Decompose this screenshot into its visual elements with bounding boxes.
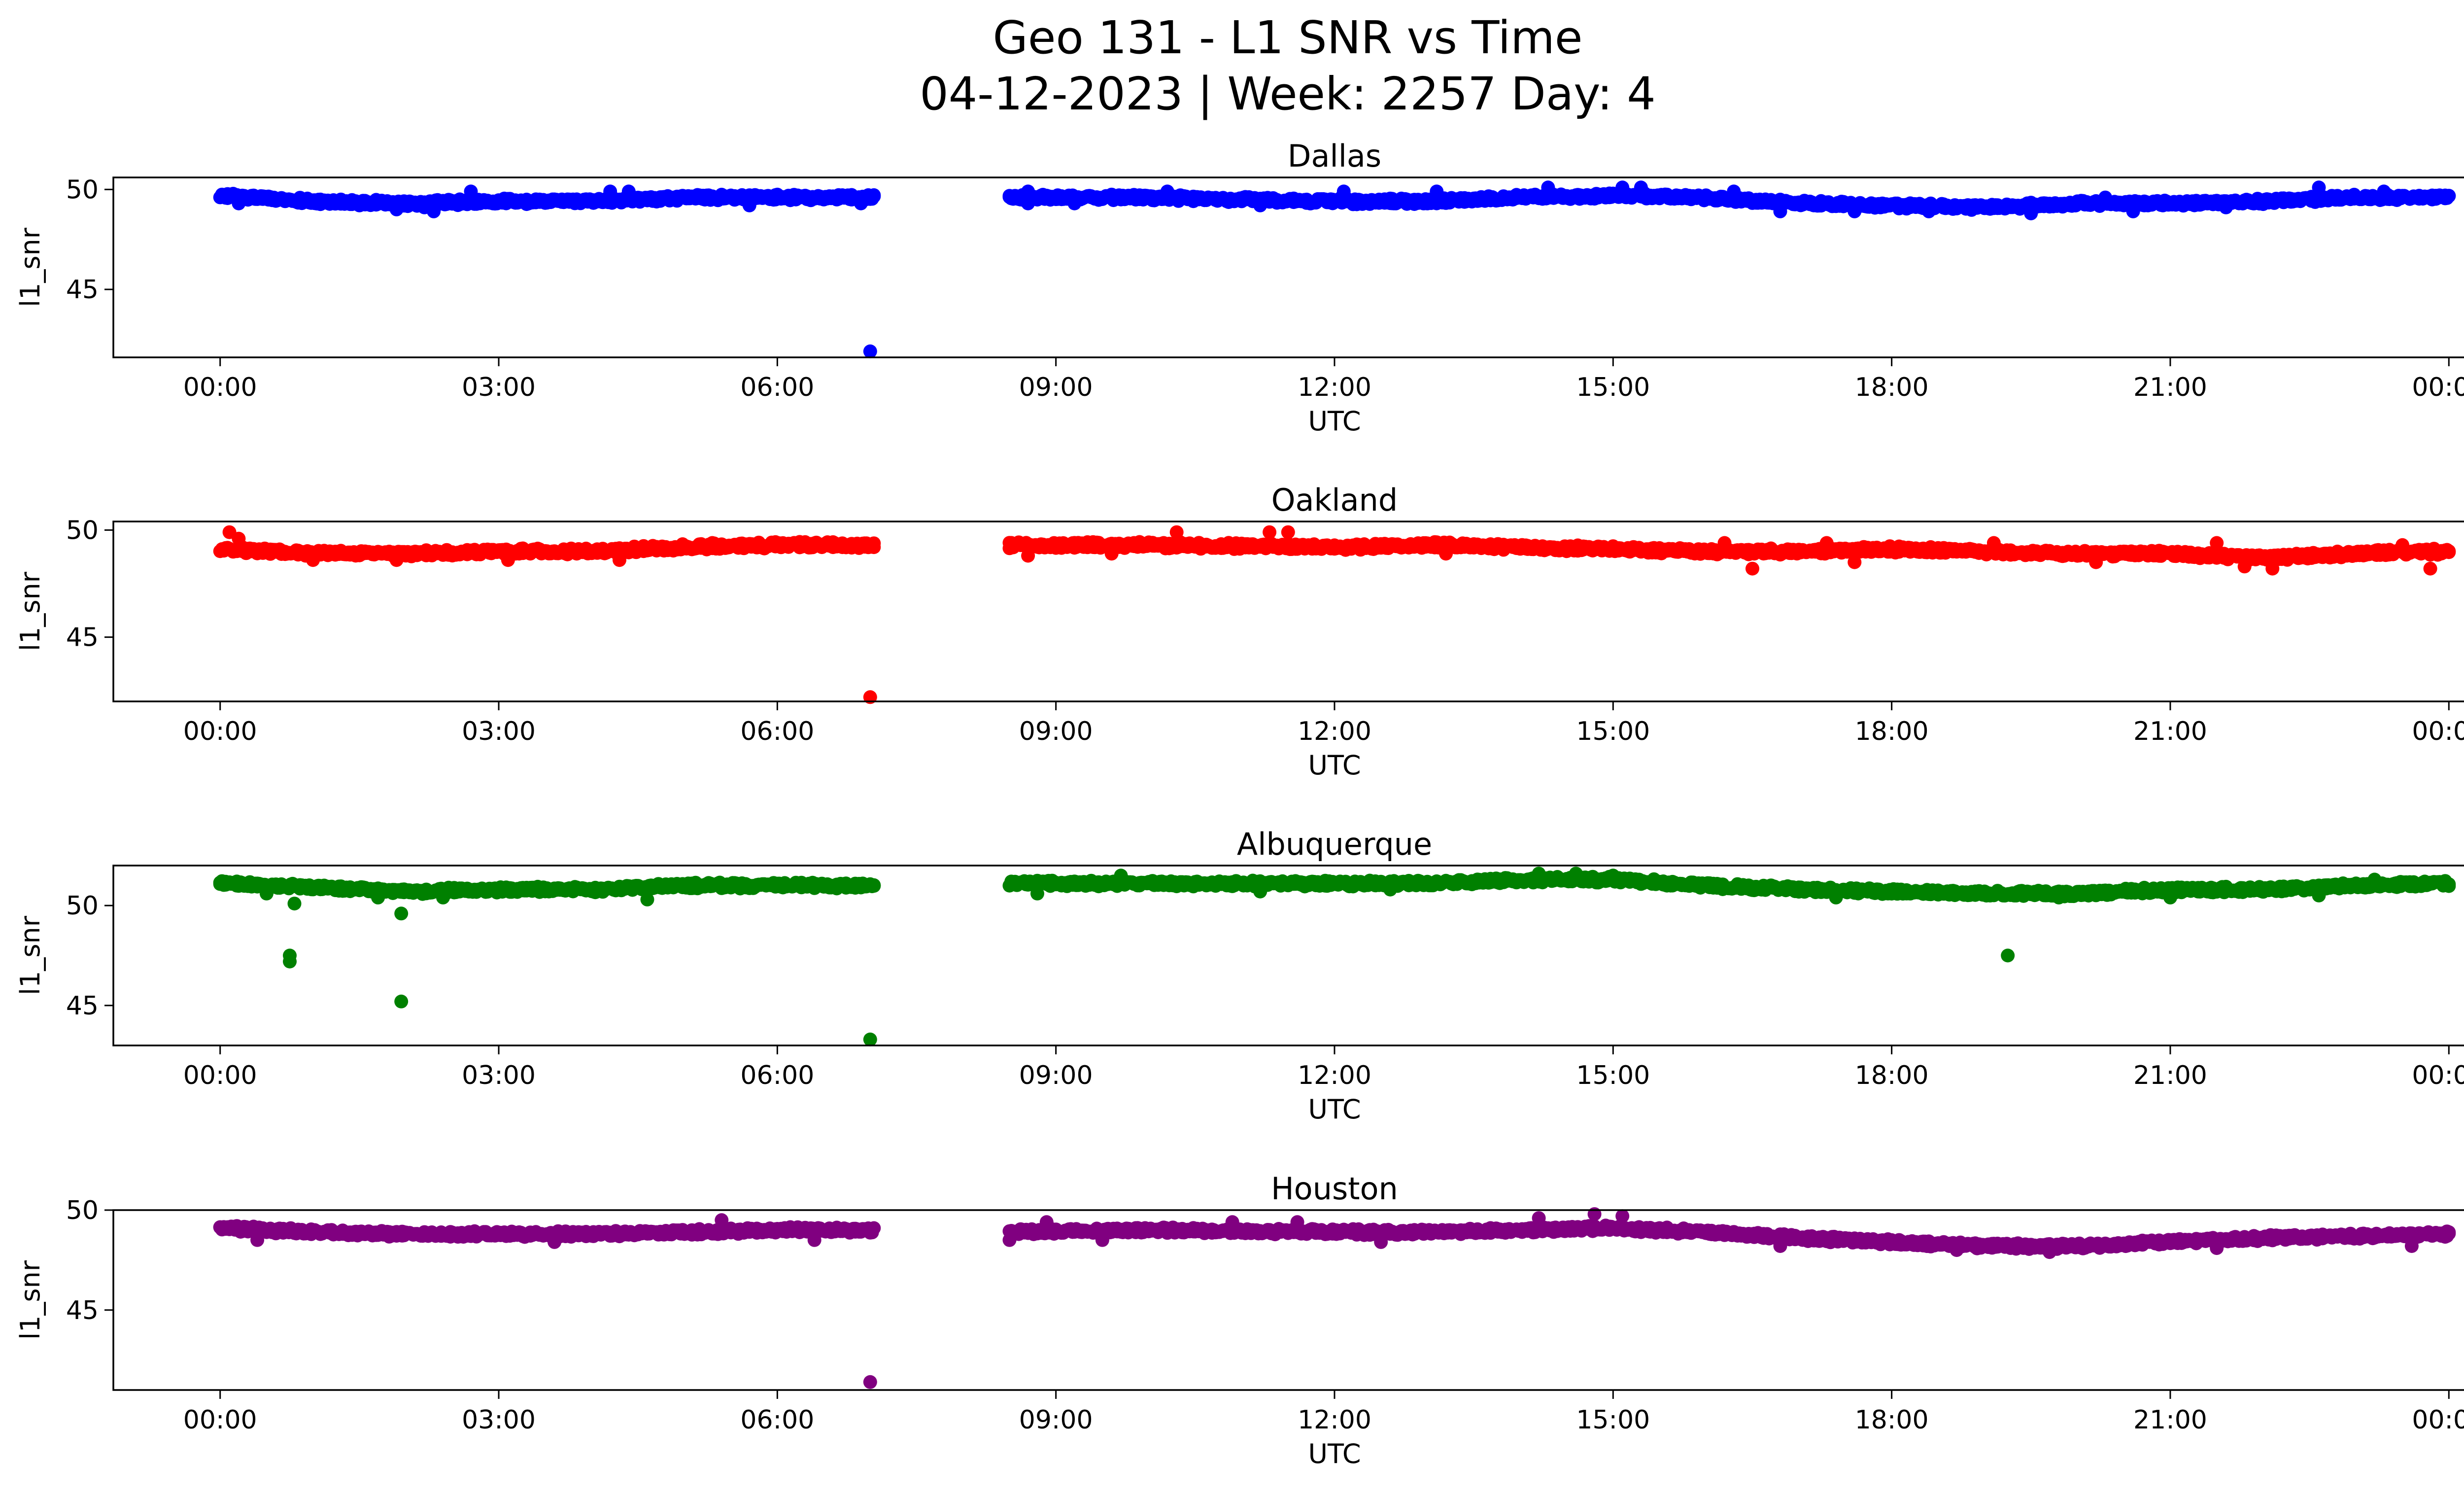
data-point	[1745, 561, 1759, 576]
x-tick-label: 00:00	[183, 717, 257, 746]
data-point	[1169, 525, 1184, 539]
data-point	[1848, 555, 1862, 569]
x-tick-label: 21:00	[2133, 373, 2207, 402]
x-tick-label: 18:00	[1855, 717, 1929, 746]
x-tick-label: 06:00	[740, 717, 814, 746]
y-tick-label: 50	[66, 516, 99, 545]
subplot-dallas: Dallas 45 50 00:00 03:00 06:00 09:00 12:00 15:00…	[15, 138, 2464, 437]
data-point	[1986, 536, 2001, 550]
series-points	[213, 180, 2456, 358]
data-point	[2396, 538, 2410, 552]
data-point	[705, 536, 719, 550]
data-point	[1848, 204, 1862, 218]
data-point	[2265, 561, 2280, 576]
x-tick-label: 00:00	[2412, 717, 2464, 746]
panel-title: Albuquerque	[1237, 826, 1432, 862]
chart-title: Geo 131 - L1 SNR vs Time	[993, 11, 1583, 64]
data-point	[1922, 204, 1936, 218]
y-tick-label: 45	[66, 623, 99, 653]
x-tick-label: 06:00	[740, 373, 814, 402]
data-point	[867, 878, 881, 892]
data-point	[2237, 559, 2252, 574]
data-point	[1717, 536, 1732, 550]
x-tick-label: 00:00	[2412, 373, 2464, 402]
data-point	[613, 553, 626, 567]
data-point	[742, 198, 756, 212]
y-tick-label: 50	[66, 175, 99, 205]
data-point	[770, 536, 785, 550]
data-point	[2089, 555, 2103, 569]
data-point	[1281, 525, 1295, 539]
data-point	[1021, 184, 1035, 199]
data-point	[1021, 196, 1035, 210]
data-point	[232, 531, 246, 546]
data-point	[1615, 180, 1630, 195]
x-tick-label: 21:00	[2133, 717, 2207, 746]
data-point	[232, 196, 246, 210]
data-point	[306, 553, 320, 567]
data-point	[501, 553, 515, 567]
data-point	[464, 184, 478, 199]
data-point	[621, 184, 636, 199]
x-tick-label: 03:00	[462, 717, 536, 746]
data-point	[1541, 180, 1555, 195]
x-tick-label: 12:00	[1298, 373, 1371, 402]
data-point	[389, 202, 404, 216]
data-point	[2423, 561, 2437, 576]
chart-subtitle: 04-12-2023 | Week: 2257 Day: 4	[920, 68, 1656, 120]
x-tick-label: 15:00	[1576, 373, 1650, 402]
data-point	[1021, 549, 1035, 563]
data-point	[867, 188, 881, 202]
data-point	[2312, 180, 2326, 195]
data-point	[603, 184, 617, 199]
data-point	[1430, 184, 1444, 199]
series-points	[213, 867, 2456, 1046]
data-point	[1773, 204, 1787, 218]
data-point	[1336, 184, 1351, 199]
x-axis-label: UTC	[1308, 750, 1361, 781]
data-point	[2210, 536, 2224, 550]
x-tick-label: 03:00	[462, 373, 536, 402]
data-point	[2442, 189, 2456, 203]
y-axis-label: l1_snr	[15, 227, 46, 307]
x-tick-label: 09:00	[1019, 373, 1093, 402]
data-point	[1263, 525, 1277, 539]
data-point	[2024, 207, 2038, 220]
subplots: Dallas 45 50 00:00 03:00 06:00 09:00 12:00 15:00…	[15, 138, 2464, 1469]
subplot-oakland: Oakland 45 50 00:00 03:00 06:00 09:00 12:00 15:0…	[15, 482, 2464, 781]
data-point	[1067, 196, 1082, 210]
data-point	[854, 196, 868, 210]
data-point	[1104, 547, 1119, 561]
data-point	[427, 204, 441, 218]
data-point	[1253, 198, 1267, 212]
data-point	[2098, 190, 2113, 205]
data-point	[1439, 547, 1453, 561]
data-point	[867, 536, 881, 551]
panel-title: Oakland	[1271, 482, 1398, 518]
data-point	[352, 198, 367, 212]
x-tick-label: 00:00	[183, 373, 257, 402]
data-point	[1819, 536, 1834, 550]
data-point	[2219, 200, 2233, 214]
data-point	[1727, 184, 1741, 199]
data-point	[1160, 184, 1174, 199]
data-point	[389, 553, 404, 567]
data-point	[1634, 180, 1648, 195]
data-point	[2126, 204, 2140, 218]
x-tick-label: 09:00	[1019, 717, 1093, 746]
panel-title: Dallas	[1288, 138, 1381, 174]
series-points	[213, 525, 2456, 704]
x-tick-label: 15:00	[1576, 717, 1650, 746]
x-tick-label: 12:00	[1298, 717, 1371, 746]
y-axis-label: l1_snr	[15, 571, 46, 651]
x-tick-label: 18:00	[1855, 373, 1929, 402]
data-point	[863, 344, 877, 358]
x-axis-label: UTC	[1308, 406, 1361, 437]
y-tick-label: 45	[66, 275, 99, 305]
data-point	[2377, 184, 2391, 199]
data-point	[2442, 544, 2456, 558]
